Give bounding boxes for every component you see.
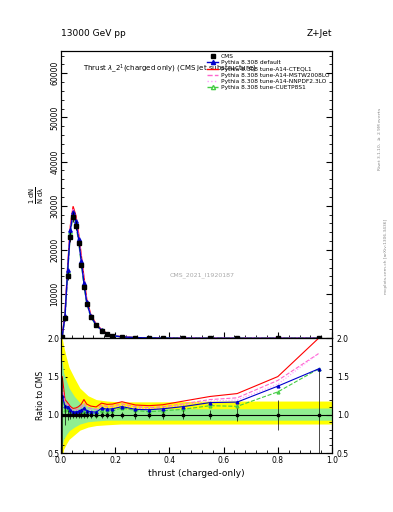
Y-axis label: $\frac{1}{\rm N}\frac{dN}{d\lambda}$: $\frac{1}{\rm N}\frac{dN}{d\lambda}$ [28, 186, 46, 204]
Text: CMS_2021_I1920187: CMS_2021_I1920187 [169, 272, 234, 278]
X-axis label: thrust (charged-only): thrust (charged-only) [148, 469, 245, 478]
Text: mcplots.cern.ch [arXiv:1306.3436]: mcplots.cern.ch [arXiv:1306.3436] [384, 219, 388, 293]
Text: Rivet 3.1.10, $\geq$ 2.9M events: Rivet 3.1.10, $\geq$ 2.9M events [376, 106, 383, 170]
Legend: CMS, Pythia 8.308 default, Pythia 8.308 tune-A14-CTEQL1, Pythia 8.308 tune-A14-M: CMS, Pythia 8.308 default, Pythia 8.308 … [205, 52, 331, 92]
Y-axis label: Ratio to CMS: Ratio to CMS [36, 371, 45, 420]
Text: 13000 GeV pp: 13000 GeV pp [61, 29, 126, 38]
Text: Z+Jet: Z+Jet [307, 29, 332, 38]
Text: Thrust $\lambda\_2^1$(charged only) (CMS jet substructure): Thrust $\lambda\_2^1$(charged only) (CMS… [83, 62, 256, 75]
